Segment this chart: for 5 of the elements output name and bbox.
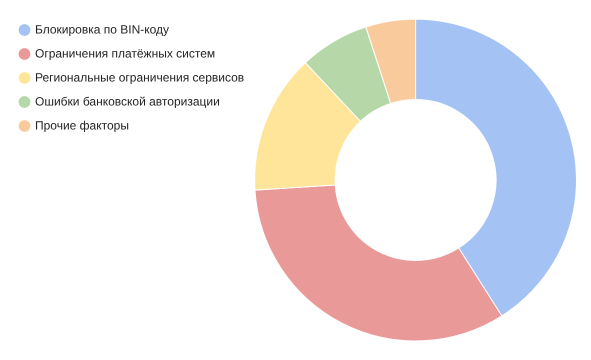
legend-label: Региональные ограничения сервисов xyxy=(35,70,244,84)
legend-label: Блокировка по BIN-коду xyxy=(35,22,170,36)
legend-label: Прочие факторы xyxy=(35,118,129,132)
legend-label: Ограничения платёжных систем xyxy=(35,46,216,60)
legend-label: Ошибки банковской авторизации xyxy=(35,94,220,108)
